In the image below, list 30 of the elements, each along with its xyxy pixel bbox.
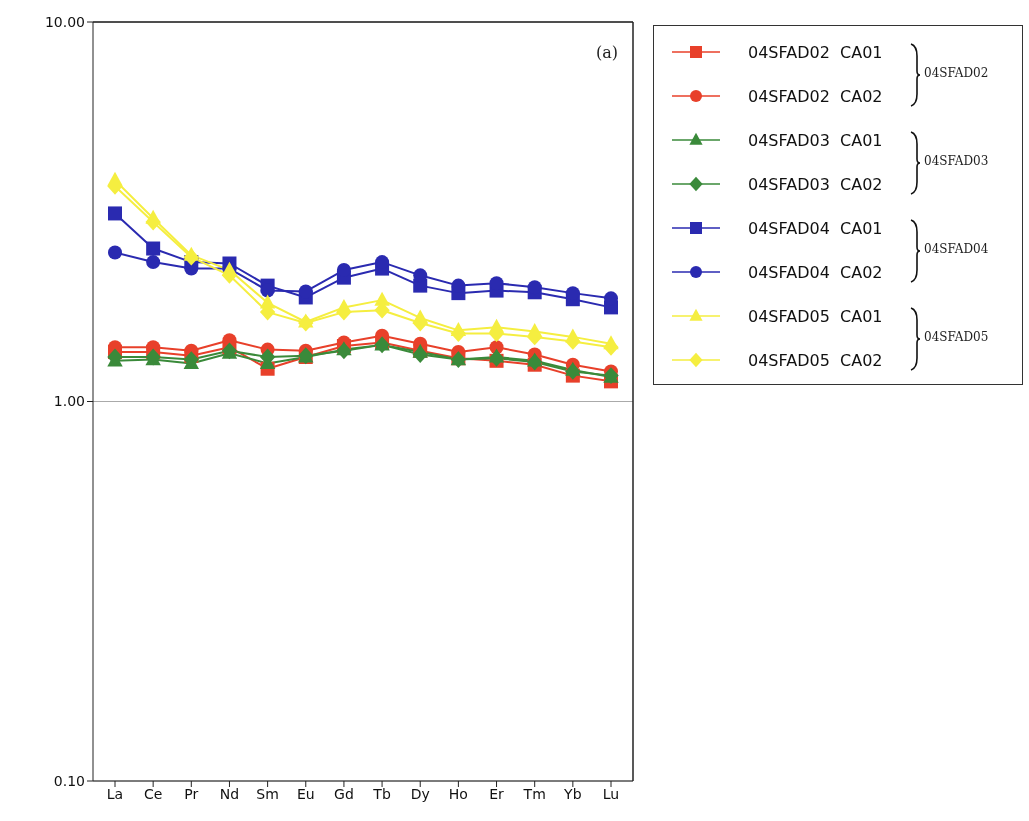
x-tick-label: Lu xyxy=(602,785,620,802)
legend-label: 04SFAD04 CA01 xyxy=(748,218,883,238)
x-tick-label: Nd xyxy=(219,785,240,802)
x-tick-label: Yb xyxy=(563,785,582,802)
legend-label: 04SFAD03 CA02 xyxy=(748,174,883,194)
x-tick-label: Tb xyxy=(372,785,391,802)
x-tick-label: Pr xyxy=(184,785,199,802)
x-tick-label: La xyxy=(106,785,124,802)
text: (a) xyxy=(595,43,618,62)
legend-label: 04SFAD02 CA02 xyxy=(748,86,883,106)
legend-label: 04SFAD05 CA02 xyxy=(748,350,883,370)
text: 04SFAD03 xyxy=(924,154,989,168)
x-tick-label: Eu xyxy=(296,785,315,802)
legend-label: 04SFAD04 CA02 xyxy=(748,262,883,282)
y-tick-label: 10.00 xyxy=(44,13,85,30)
x-tick-label: Tm xyxy=(522,785,546,802)
x-tick-label: Ce xyxy=(143,785,163,802)
text: 04SFAD04 xyxy=(924,242,989,256)
x-tick-label: Ho xyxy=(448,785,468,802)
legend-label: 04SFAD05 CA01 xyxy=(748,306,883,326)
text: 04SFAD05 xyxy=(924,330,989,344)
x-tick-label: Dy xyxy=(410,785,430,802)
x-tick-label: Er xyxy=(489,785,505,802)
legend-label: 04SFAD02 CA01 xyxy=(748,42,883,62)
text: 04SFAD02 xyxy=(924,66,989,80)
x-tick-label: Gd xyxy=(334,785,354,802)
y-tick-label: 1.00 xyxy=(53,393,85,410)
legend-label: 04SFAD03 CA01 xyxy=(748,130,883,150)
y-tick-label: 0.10 xyxy=(53,772,85,789)
x-tick-label: Sm xyxy=(256,785,279,802)
